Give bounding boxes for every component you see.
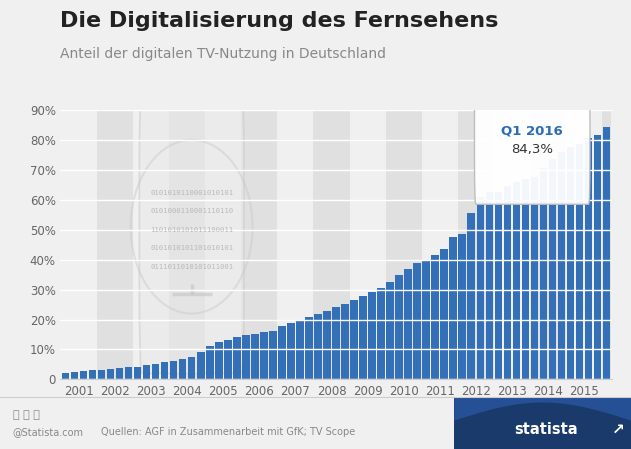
- Bar: [540, 168, 547, 379]
- Bar: [98, 370, 105, 379]
- Bar: [558, 152, 565, 379]
- Text: Q1 2016: Q1 2016: [502, 125, 563, 137]
- Bar: [323, 311, 331, 379]
- FancyBboxPatch shape: [475, 74, 590, 204]
- Bar: [512, 182, 521, 379]
- Bar: [242, 335, 250, 379]
- Bar: [359, 296, 367, 379]
- Bar: [602, 110, 611, 379]
- Bar: [151, 364, 160, 379]
- Bar: [224, 340, 232, 379]
- Bar: [449, 237, 457, 379]
- Text: 1101010101011100011: 1101010101011100011: [150, 227, 233, 233]
- Bar: [314, 110, 350, 379]
- Bar: [585, 138, 593, 379]
- Bar: [241, 110, 278, 379]
- Bar: [459, 234, 466, 379]
- Bar: [440, 249, 448, 379]
- Bar: [432, 255, 439, 379]
- Text: Ⓒ ⓘ Ⓔ: Ⓒ ⓘ Ⓔ: [13, 410, 40, 420]
- Text: @Statista.com: @Statista.com: [13, 427, 84, 437]
- Text: 0111011010101011001: 0111011010101011001: [150, 264, 233, 270]
- Bar: [522, 179, 529, 379]
- Bar: [495, 192, 502, 379]
- Bar: [215, 342, 223, 379]
- Bar: [504, 186, 511, 379]
- Bar: [170, 361, 177, 379]
- Bar: [143, 365, 150, 379]
- Bar: [468, 213, 475, 379]
- Bar: [476, 197, 484, 379]
- Polygon shape: [454, 397, 631, 421]
- Text: 0101000110001110110: 0101000110001110110: [150, 208, 233, 214]
- Bar: [458, 110, 494, 379]
- Bar: [567, 147, 574, 379]
- Bar: [485, 192, 493, 379]
- Bar: [341, 304, 349, 379]
- Bar: [594, 136, 601, 379]
- Bar: [377, 288, 385, 379]
- Bar: [107, 369, 114, 379]
- Text: 0101010110001010101: 0101010110001010101: [150, 189, 233, 196]
- Bar: [296, 320, 304, 379]
- Bar: [530, 110, 566, 379]
- Text: Anteil der digitalen TV-Nutzung in Deutschland: Anteil der digitalen TV-Nutzung in Deuts…: [60, 47, 386, 61]
- Bar: [602, 110, 611, 379]
- Text: Die Digitalisierung des Fernsehens: Die Digitalisierung des Fernsehens: [60, 11, 498, 31]
- Bar: [575, 145, 584, 379]
- Bar: [413, 263, 421, 379]
- Bar: [251, 334, 259, 379]
- Bar: [314, 313, 322, 379]
- Bar: [161, 362, 168, 379]
- Bar: [278, 326, 286, 379]
- Bar: [169, 110, 205, 379]
- Bar: [125, 367, 133, 379]
- Text: 84,3%: 84,3%: [511, 143, 553, 156]
- Bar: [603, 127, 610, 379]
- Text: ↗: ↗: [612, 422, 625, 437]
- Bar: [531, 177, 538, 379]
- Bar: [404, 269, 412, 379]
- Bar: [134, 366, 141, 379]
- Bar: [80, 371, 87, 379]
- Bar: [197, 352, 204, 379]
- FancyBboxPatch shape: [139, 86, 244, 374]
- Text: Quellen: AGF in Zusammenarbeit mit GfK; TV Scope: Quellen: AGF in Zusammenarbeit mit GfK; …: [101, 427, 355, 437]
- Bar: [115, 368, 123, 379]
- Bar: [422, 261, 430, 379]
- Bar: [549, 159, 557, 379]
- Bar: [233, 338, 240, 379]
- Bar: [305, 317, 313, 379]
- Bar: [62, 373, 69, 379]
- Bar: [369, 292, 376, 379]
- Bar: [396, 275, 403, 379]
- Text: statista: statista: [514, 422, 578, 437]
- Bar: [260, 332, 268, 379]
- Bar: [97, 110, 133, 379]
- Text: 0101010101101010101: 0101010101101010101: [150, 245, 233, 251]
- Bar: [332, 307, 340, 379]
- Bar: [188, 357, 196, 379]
- Bar: [71, 372, 78, 379]
- Bar: [179, 359, 187, 379]
- Bar: [269, 330, 276, 379]
- Bar: [386, 110, 422, 379]
- Bar: [88, 370, 97, 379]
- Bar: [386, 282, 394, 379]
- Bar: [287, 322, 295, 379]
- Bar: [350, 300, 358, 379]
- Bar: [206, 347, 213, 379]
